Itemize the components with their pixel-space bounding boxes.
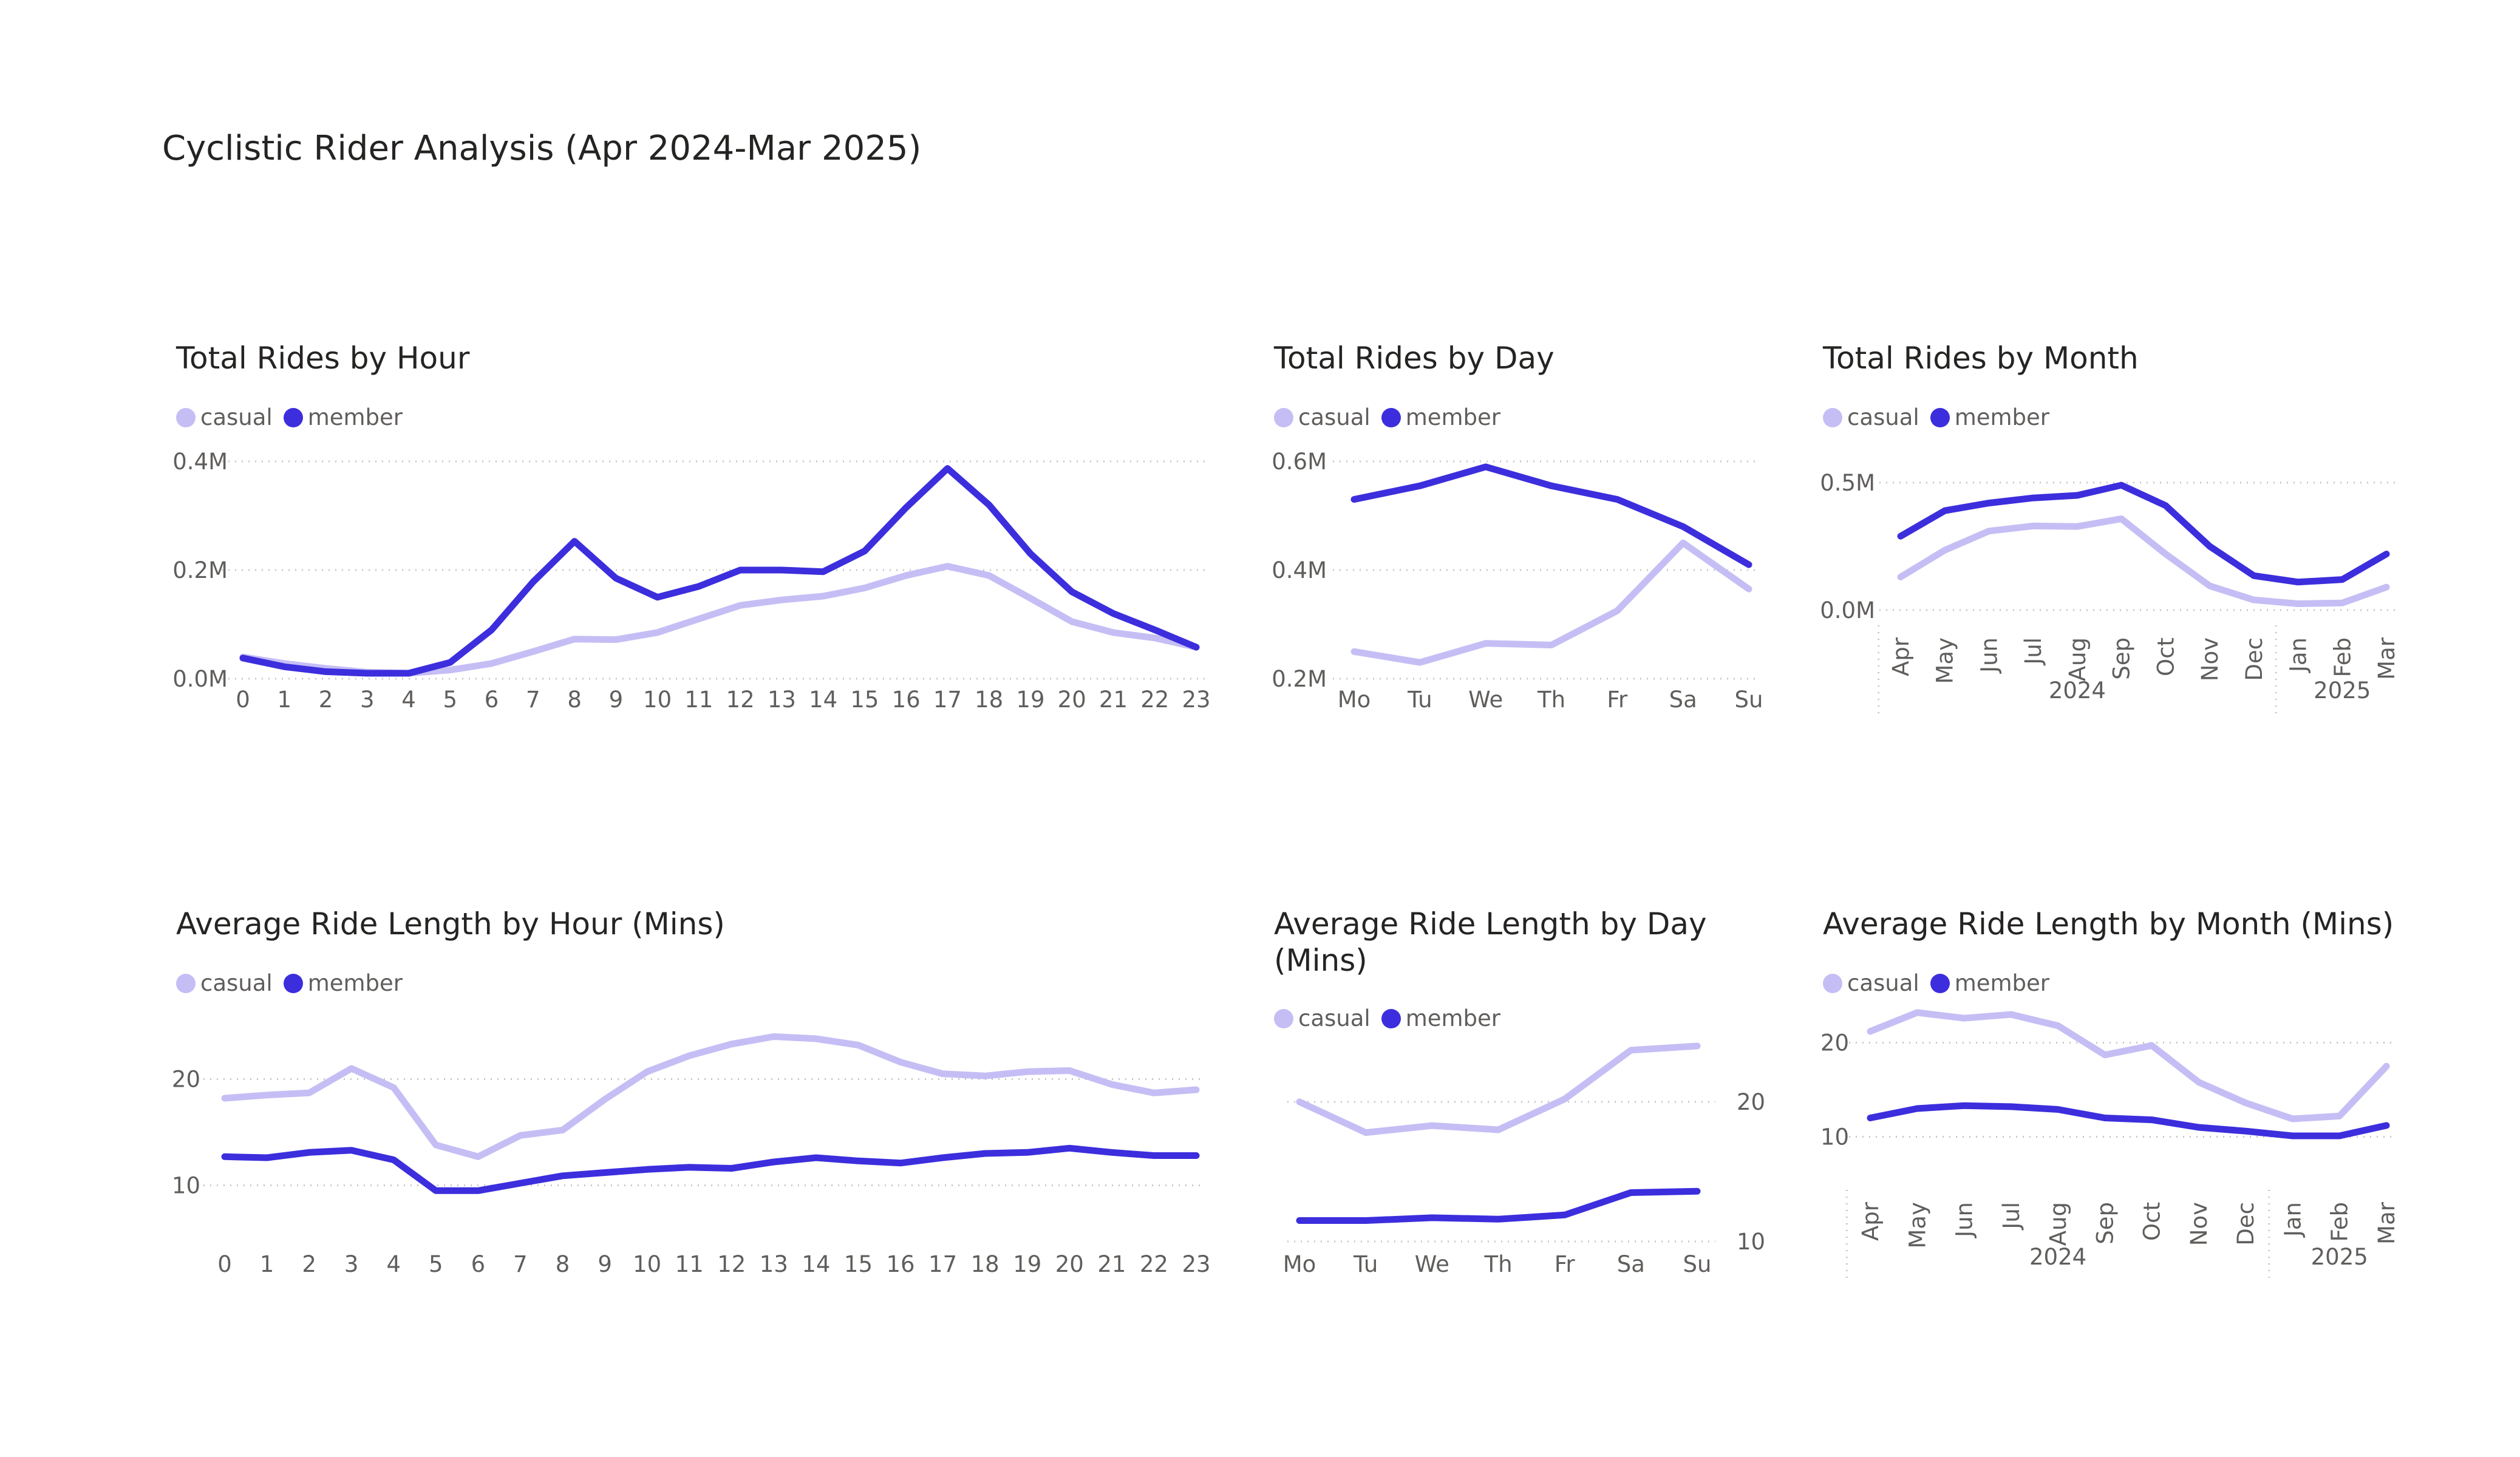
chart-title: Total Rides by Day xyxy=(1274,341,1555,376)
legend-swatch-member xyxy=(1381,407,1401,427)
chart-legend: casual member xyxy=(1823,404,2060,430)
legend-swatch-casual xyxy=(1823,407,1842,427)
chart-title: Total Rides by Month xyxy=(1823,341,2139,376)
length-month-chart: Average Ride Length by Month (Mins) casua… xyxy=(1823,906,2460,1331)
legend-item-casual[interactable]: casual xyxy=(176,404,273,430)
legend-swatch-member xyxy=(283,407,303,427)
legend-item-casual[interactable]: casual xyxy=(1274,404,1371,430)
legend-label-member: member xyxy=(1954,970,2050,996)
legend-label-member: member xyxy=(1405,404,1501,430)
legend-swatch-member xyxy=(283,973,303,993)
legend-item-member[interactable]: member xyxy=(1930,970,2049,996)
chart-title: Average Ride Length by Day (Mins) xyxy=(1274,906,1707,978)
chart-legend: casual member xyxy=(1274,1005,1511,1031)
chart-legend: casual member xyxy=(1823,970,2060,996)
legend-item-member[interactable]: member xyxy=(1381,1005,1500,1031)
legend-label-casual: casual xyxy=(1298,1005,1371,1031)
chart-legend: casual member xyxy=(176,404,414,430)
chart-title: Average Ride Length by Hour (Mins) xyxy=(176,906,725,942)
chart-legend: casual member xyxy=(1274,404,1511,430)
legend-label-casual: casual xyxy=(1847,970,1919,996)
legend-item-casual[interactable]: casual xyxy=(1823,970,1919,996)
chart-title: Total Rides by Hour xyxy=(176,341,470,376)
legend-item-member[interactable]: member xyxy=(1381,404,1500,430)
legend-label-member: member xyxy=(307,404,403,430)
legend-swatch-member xyxy=(1381,1008,1401,1028)
chart-title: Average Ride Length by Month (Mins) xyxy=(1823,906,2394,942)
legend-item-member[interactable]: member xyxy=(283,970,403,996)
chart-legend: casual member xyxy=(176,970,414,996)
legend-item-member[interactable]: member xyxy=(1930,404,2049,430)
legend-label-casual: casual xyxy=(200,970,273,996)
legend-swatch-casual xyxy=(1274,407,1293,427)
legend-swatch-casual xyxy=(176,973,196,993)
legend-item-casual[interactable]: casual xyxy=(1274,1005,1371,1031)
legend-label-member: member xyxy=(1405,1005,1501,1031)
rides-day-chart: Total Rides by Day casual member xyxy=(1274,340,1760,765)
length-hour-chart: Average Ride Length by Hour (Mins) casual… xyxy=(176,906,1208,1331)
rides-month-chart: Total Rides by Month casual member xyxy=(1823,340,2460,765)
legend-label-casual: casual xyxy=(1847,404,1919,430)
page-title: Cyclistic Rider Analysis (Apr 2024-Mar 2… xyxy=(162,129,922,168)
legend-swatch-member xyxy=(1930,973,1950,993)
legend-swatch-casual xyxy=(176,407,196,427)
length-day-chart: Average Ride Length by Day (Mins) casual m… xyxy=(1274,906,1772,1331)
legend-label-member: member xyxy=(307,970,403,996)
legend-item-casual[interactable]: casual xyxy=(176,970,273,996)
legend-label-member: member xyxy=(1954,404,2050,430)
legend-label-casual: casual xyxy=(200,404,273,430)
legend-swatch-casual xyxy=(1823,973,1842,993)
legend-swatch-member xyxy=(1930,407,1950,427)
legend-item-member[interactable]: member xyxy=(283,404,403,430)
legend-item-casual[interactable]: casual xyxy=(1823,404,1919,430)
rides-hour-chart: Total Rides by Hour casual member xyxy=(176,340,1208,765)
legend-swatch-casual xyxy=(1274,1008,1293,1028)
legend-label-casual: casual xyxy=(1298,404,1371,430)
